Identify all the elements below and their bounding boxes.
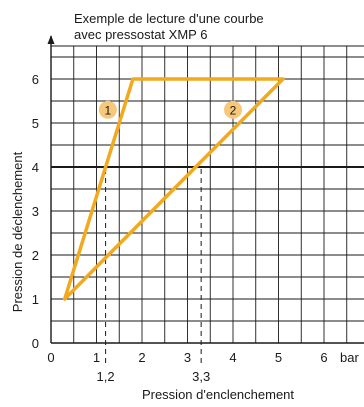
y-tick-label: 0 (32, 336, 39, 351)
region-badge-label: 2 (230, 103, 237, 117)
marker-label: 3,3 (192, 369, 210, 384)
x-axis-label: Pression d'enclenchement (142, 387, 294, 402)
x-tick-label: 3 (184, 350, 191, 365)
series-line (62, 77, 285, 301)
chart-axes (47, 35, 364, 344)
x-tick-label: 4 (229, 350, 236, 365)
x-tick-label: 1 (93, 350, 100, 365)
region-badge-label: 1 (105, 103, 112, 117)
y-tick-label: 5 (32, 116, 39, 131)
x-tick-label: 6 (320, 350, 327, 365)
x-tick-label: 5 (275, 350, 282, 365)
chart-grid (51, 45, 364, 343)
y-axis-label: Pression de déclenchement (10, 151, 25, 312)
x-unit-label: bar (340, 350, 359, 365)
x-tick-label: 0 (47, 350, 54, 365)
y-tick-label: 2 (32, 248, 39, 263)
x-tick-label: 2 (138, 350, 145, 365)
chart-title-line-2: avec pressostat XMP 6 (74, 27, 208, 42)
y-tick-label: 4 (32, 160, 39, 175)
marker-lines (51, 166, 364, 365)
y-tick-label: 6 (32, 72, 39, 87)
chart-title-line-1: Exemple de lecture d'une courbe (74, 11, 264, 26)
region-badge (98, 100, 117, 119)
y-tick-label: 3 (32, 204, 39, 219)
region-badge (224, 100, 242, 119)
y-axis-arrow (47, 35, 55, 44)
y-tick-label: 1 (32, 292, 39, 307)
marker-label: 1,2 (97, 369, 115, 384)
